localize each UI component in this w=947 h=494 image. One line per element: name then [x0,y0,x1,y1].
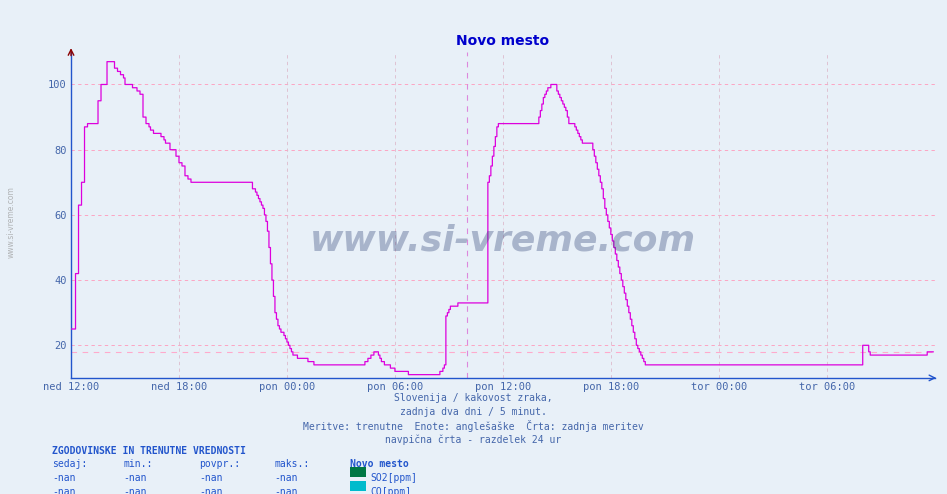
Text: min.:: min.: [123,459,152,469]
Text: Slovenija / kakovost zraka,: Slovenija / kakovost zraka, [394,393,553,403]
Text: SO2[ppm]: SO2[ppm] [370,473,418,483]
Text: www.si-vreme.com: www.si-vreme.com [310,224,696,258]
Text: -nan: -nan [123,473,147,483]
Text: www.si-vreme.com: www.si-vreme.com [7,186,16,258]
Text: Meritve: trenutne  Enote: anglešaške  Črta: zadnja meritev: Meritve: trenutne Enote: anglešaške Črta… [303,420,644,432]
Text: povpr.:: povpr.: [199,459,240,469]
Text: Novo mesto: Novo mesto [350,459,409,469]
Text: maks.:: maks.: [275,459,310,469]
Text: -nan: -nan [199,487,223,494]
Title: Novo mesto: Novo mesto [456,34,549,48]
Text: -nan: -nan [275,487,298,494]
Text: ZGODOVINSKE IN TRENUTNE VREDNOSTI: ZGODOVINSKE IN TRENUTNE VREDNOSTI [52,446,246,455]
Text: -nan: -nan [199,473,223,483]
Text: -nan: -nan [275,473,298,483]
Text: -nan: -nan [123,487,147,494]
Text: navpična črta - razdelek 24 ur: navpična črta - razdelek 24 ur [385,434,562,445]
Text: sedaj:: sedaj: [52,459,87,469]
Text: -nan: -nan [52,487,76,494]
Text: -nan: -nan [52,473,76,483]
Text: zadnja dva dni / 5 minut.: zadnja dva dni / 5 minut. [400,407,547,416]
Text: CO[ppm]: CO[ppm] [370,487,411,494]
